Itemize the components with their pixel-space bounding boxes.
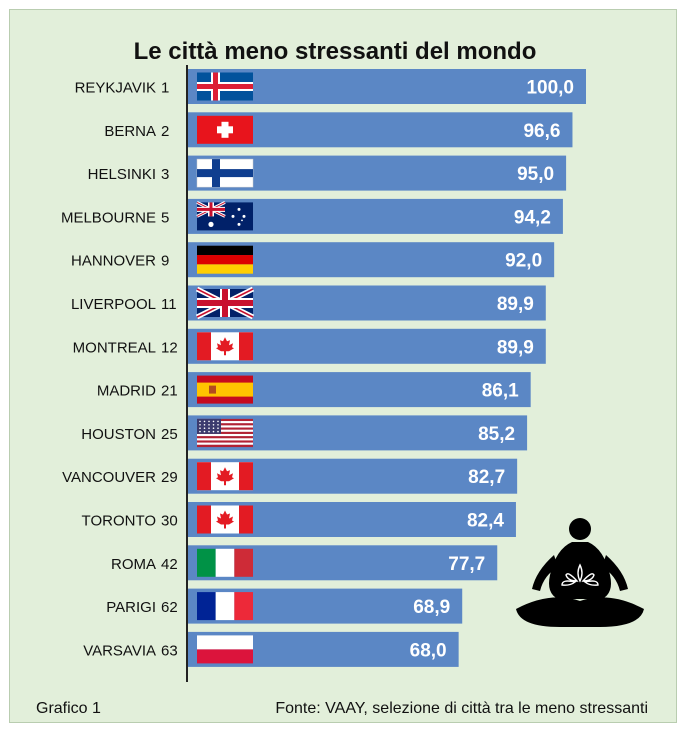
category-label: LIVERPOOL — [71, 296, 156, 313]
source-note: Fonte: VAAY, selezione di città tra le m… — [275, 700, 648, 717]
category-label: MONTREAL — [73, 339, 156, 356]
value-label: 94,2 — [514, 207, 551, 228]
rank-label: 42 — [161, 556, 178, 573]
value-label: 100,0 — [526, 78, 574, 99]
rank-label: 2 — [161, 123, 169, 140]
flag-iceland-icon — [197, 72, 253, 101]
bar-row: TORONTO 30 82,4 — [82, 502, 516, 537]
bar-row: HOUSTON 25 85,2 — [81, 415, 528, 451]
rank-label: 11 — [161, 296, 177, 313]
rank-label: 62 — [161, 599, 178, 616]
category-label: PARIGI — [106, 599, 156, 616]
flag-canada-icon — [197, 462, 253, 491]
rank-label: 21 — [161, 383, 178, 400]
rank-label: 5 — [161, 209, 169, 226]
bar-row: MELBOURNE 5 94,2 — [61, 198, 563, 234]
category-label: VANCOUVER — [62, 469, 156, 486]
flag-spain-icon — [197, 375, 253, 404]
category-label: ROMA — [111, 556, 156, 573]
flag-canada-icon — [197, 332, 253, 361]
bar-row: VANCOUVER 29 82,7 — [62, 458, 518, 494]
value-label: 95,0 — [517, 164, 554, 185]
figure-caption: Grafico 1 — [36, 700, 101, 717]
value-label: 85,2 — [478, 424, 515, 445]
flag-uk-icon — [195, 286, 255, 320]
category-label: REYKJAVIK — [75, 80, 156, 97]
rank-label: 29 — [161, 469, 178, 486]
bar-row: ROMA 42 77,7 — [111, 545, 498, 581]
bar-row: VARSAVIA 63 68,0 — [83, 631, 459, 667]
flag-canada-icon — [197, 505, 253, 534]
value-label: 82,4 — [467, 511, 504, 532]
category-label: HELSINKI — [88, 166, 156, 183]
rank-label: 12 — [161, 339, 178, 356]
flag-germany-icon — [197, 245, 253, 274]
flag-australia-icon — [196, 201, 253, 231]
value-label: 86,1 — [482, 381, 519, 402]
flag-finland-icon — [196, 158, 254, 188]
meditation-icon — [516, 518, 644, 627]
flag-italy-icon — [197, 548, 253, 577]
bar-row: PARIGI 62 68,9 — [106, 588, 463, 624]
value-label: 77,7 — [448, 554, 485, 575]
value-label: 89,9 — [497, 337, 534, 358]
category-label: VARSAVIA — [83, 642, 156, 659]
value-label: 68,9 — [413, 597, 450, 618]
flag-france-icon — [197, 592, 253, 621]
value-label: 68,0 — [410, 640, 447, 661]
rank-label: 63 — [161, 642, 178, 659]
value-label: 82,7 — [468, 467, 505, 488]
bar-row: BERNA 2 96,6 — [104, 112, 573, 148]
bar-row: MONTREAL 12 89,9 — [73, 328, 546, 364]
bar-row: HANNOVER 9 92,0 — [71, 242, 555, 278]
category-label: MELBOURNE — [61, 209, 156, 226]
bar — [188, 69, 586, 104]
rank-label: 3 — [161, 166, 169, 183]
category-label: BERNA — [104, 123, 156, 140]
bar-row: REYKJAVIK 1 100,0 — [75, 69, 586, 104]
value-label: 92,0 — [505, 251, 542, 272]
value-label: 89,9 — [497, 294, 534, 315]
category-label: HOUSTON — [81, 426, 156, 443]
value-label: 96,6 — [523, 121, 560, 142]
bar-chart: REYKJAVIK 1 100,0 BERNA 2 96,6 HELSINKI 3 95,0 ME… — [61, 65, 644, 682]
bar-row: HELSINKI 3 95,0 — [88, 155, 567, 191]
category-label: HANNOVER — [71, 253, 156, 270]
rank-label: 30 — [161, 513, 178, 530]
rank-label: 9 — [161, 253, 169, 270]
category-label: MADRID — [97, 383, 156, 400]
flag-switzerland-icon — [197, 115, 253, 144]
flag-usa-icon — [197, 418, 253, 448]
bar-row: MADRID 21 86,1 — [97, 372, 531, 408]
chart-frame: Le città meno stressanti del mondo REYKJ… — [9, 9, 677, 723]
chart-title: Le città meno stressanti del mondo — [133, 38, 537, 65]
bar-row: LIVERPOOL 11 89,9 — [71, 285, 546, 321]
flag-poland-icon — [197, 635, 253, 664]
rank-label: 25 — [161, 426, 178, 443]
rank-label: 1 — [161, 80, 169, 97]
category-label: TORONTO — [82, 513, 156, 530]
